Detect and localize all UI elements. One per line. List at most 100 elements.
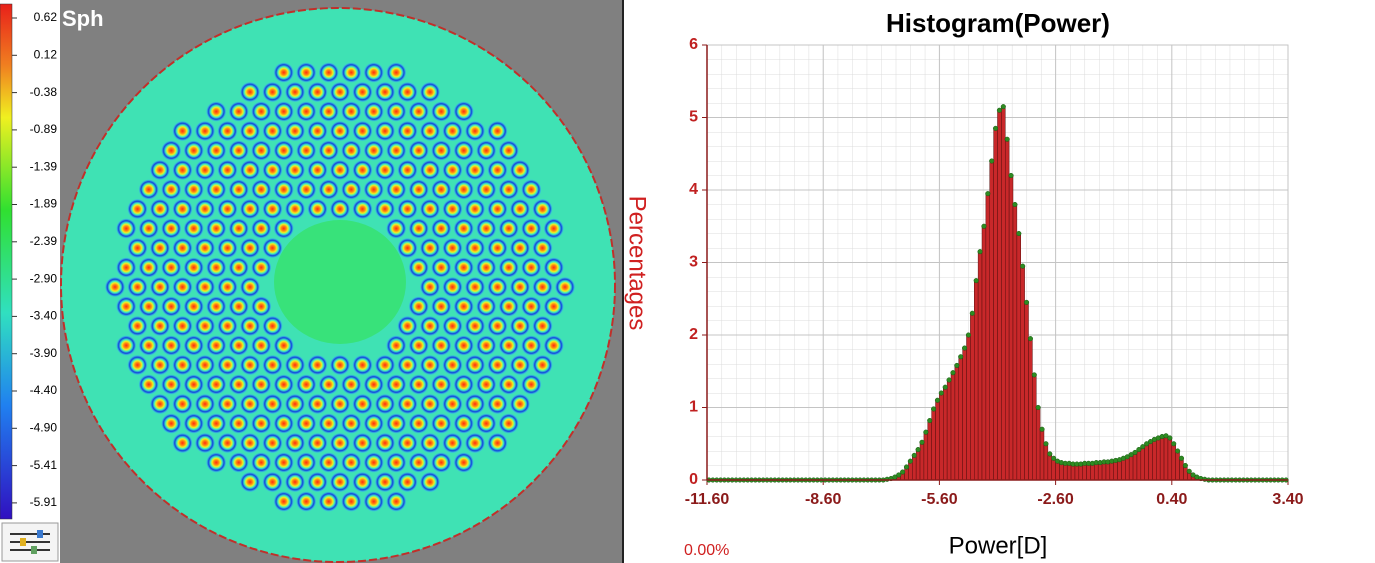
lens-dot xyxy=(431,179,452,200)
bar xyxy=(1109,460,1114,481)
bar xyxy=(974,280,979,481)
colorbar-label: -0.89 xyxy=(30,122,58,136)
lens-dot xyxy=(543,296,564,317)
bar-marker xyxy=(1051,455,1057,461)
bar xyxy=(966,334,971,481)
chart-title: Histogram(Power) xyxy=(886,8,1110,38)
bar xyxy=(1175,450,1180,481)
lens-dot xyxy=(341,452,362,473)
lens-dot xyxy=(453,374,474,395)
lens-dot xyxy=(138,335,159,356)
colorbar-label: -2.39 xyxy=(30,234,58,248)
lens-dot xyxy=(487,277,508,297)
lens-dot xyxy=(262,238,283,258)
lens-dot xyxy=(487,394,508,414)
bar-marker xyxy=(900,469,906,475)
lens-dot xyxy=(442,121,463,141)
lens-dot xyxy=(375,433,395,453)
bar-marker xyxy=(1047,451,1053,457)
lens-dot xyxy=(285,199,305,219)
bar xyxy=(1105,461,1111,481)
bar-marker xyxy=(977,249,983,255)
bar-marker xyxy=(927,418,933,424)
lens-dot xyxy=(228,374,249,395)
bar-marker xyxy=(931,406,937,412)
lens-dot xyxy=(431,218,452,239)
bar xyxy=(954,365,960,481)
lens-dot xyxy=(217,316,238,336)
lens-dot xyxy=(296,62,317,83)
lens-dot xyxy=(217,199,238,219)
lens-dot xyxy=(228,452,249,473)
lens-dot xyxy=(240,277,260,297)
bar-marker xyxy=(915,447,921,453)
lens-dot xyxy=(408,335,429,356)
lens-dot xyxy=(487,316,508,336)
lens-dot xyxy=(206,374,227,395)
bar xyxy=(1167,437,1173,481)
colorbar-label: -5.91 xyxy=(30,495,58,509)
lens-dot xyxy=(498,257,519,278)
bar-marker xyxy=(1136,447,1142,453)
bar-marker xyxy=(1190,472,1196,478)
lens-dot xyxy=(172,238,193,258)
lens-dot xyxy=(228,218,249,239)
lens-dot xyxy=(318,101,339,122)
lens-dot xyxy=(330,121,350,141)
lens-dot xyxy=(240,472,260,492)
colorbar-label: -0.38 xyxy=(30,85,58,99)
lens-dot xyxy=(420,82,440,102)
lens-dot xyxy=(330,82,350,102)
x-axis-label: Power[D] xyxy=(949,532,1048,559)
bar xyxy=(1028,338,1033,481)
lens-dot xyxy=(386,491,407,512)
lens-dot xyxy=(330,199,350,219)
y-tick-label: 6 xyxy=(689,36,698,53)
lens-dot xyxy=(532,355,553,375)
bar xyxy=(1039,429,1045,481)
bar xyxy=(923,431,929,481)
settings-icon[interactable] xyxy=(1,522,59,562)
bar xyxy=(1132,452,1138,481)
lens-dot xyxy=(172,316,193,336)
bar xyxy=(1121,458,1126,481)
lens-dot xyxy=(386,374,407,395)
bar xyxy=(931,408,936,481)
lens-dot xyxy=(453,296,474,317)
lens-dot xyxy=(431,140,452,161)
lens-dot xyxy=(195,394,215,414)
y-axis-label: Percentages xyxy=(624,196,651,331)
lens-dot xyxy=(363,140,384,161)
lens-dot xyxy=(206,140,227,161)
lens-dot xyxy=(510,355,530,375)
bar-marker xyxy=(1004,136,1010,142)
lens-dot xyxy=(510,199,530,219)
x-tick-label: 0.40 xyxy=(1156,491,1187,508)
lens-dot xyxy=(543,257,564,278)
lens-dot xyxy=(172,394,193,414)
lens-dot xyxy=(273,374,294,395)
x-tick-label: -11.60 xyxy=(685,491,730,508)
bar-marker xyxy=(1016,230,1022,237)
colorbar-label: -1.89 xyxy=(30,197,58,211)
bar xyxy=(1032,374,1037,481)
lens-dot xyxy=(431,452,452,473)
bar-marker xyxy=(923,429,929,435)
lens-dot xyxy=(251,257,272,278)
lens-dot xyxy=(195,160,215,180)
lens-dot xyxy=(228,296,249,317)
bar-marker xyxy=(1186,468,1192,474)
lens-dot xyxy=(183,257,204,278)
lens-dot xyxy=(307,394,328,414)
lens-dot xyxy=(341,179,362,200)
bar-marker xyxy=(965,332,972,338)
bar-marker xyxy=(1124,454,1130,460)
lens-dot xyxy=(183,335,204,356)
lens-dot xyxy=(521,296,542,317)
lens-dot xyxy=(397,472,418,492)
lens-dot xyxy=(296,140,317,161)
lens-dot xyxy=(262,160,283,180)
x-tick-label: -8.60 xyxy=(805,491,842,508)
lens-dot xyxy=(262,121,283,141)
bar xyxy=(997,110,1002,481)
